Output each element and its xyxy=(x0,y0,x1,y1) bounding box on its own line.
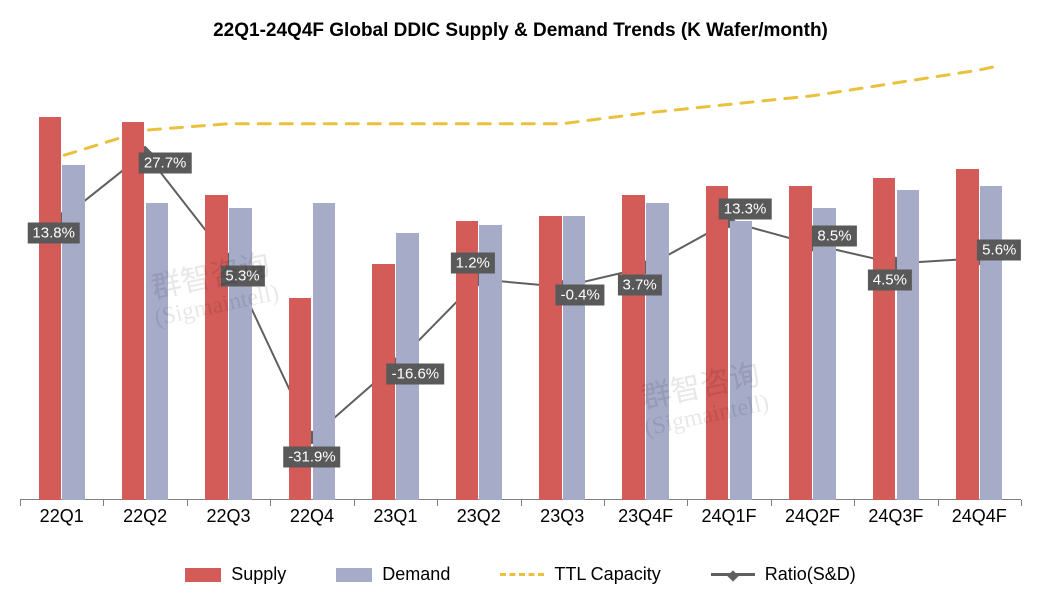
x-tick xyxy=(687,500,688,506)
x-tick xyxy=(604,500,605,506)
chart-container: 22Q1-24Q4F Global DDIC Supply & Demand T… xyxy=(0,0,1041,597)
supply-bar xyxy=(789,186,812,500)
x-label: 24Q4F xyxy=(952,500,1007,527)
ratio-value-label: 8.5% xyxy=(812,226,856,247)
ratio-value-label: 4.5% xyxy=(868,269,912,290)
x-label: 22Q4 xyxy=(290,500,334,527)
chart-title: 22Q1-24Q4F Global DDIC Supply & Demand T… xyxy=(0,20,1041,42)
legend-label: Ratio(S&D) xyxy=(765,564,856,585)
demand-bar xyxy=(229,208,252,500)
x-tick xyxy=(437,500,438,506)
legend: Supply Demand TTL Capacity Ratio(S&D) xyxy=(0,564,1041,585)
legend-label: Supply xyxy=(231,564,286,585)
x-label: 23Q4F xyxy=(618,500,673,527)
legend-item-ratio: Ratio(S&D) xyxy=(711,564,856,585)
x-tick xyxy=(854,500,855,506)
legend-swatch xyxy=(500,573,544,576)
demand-bar xyxy=(980,186,1003,500)
ratio-value-label: -16.6% xyxy=(387,364,445,385)
ttl-capacity-line xyxy=(43,66,997,162)
legend-item-supply: Supply xyxy=(185,564,286,585)
legend-item-ttl_capacity: TTL Capacity xyxy=(500,564,660,585)
plot-area: 22Q122Q222Q322Q423Q123Q223Q323Q4F24Q1F24… xyxy=(20,70,1021,500)
x-tick xyxy=(20,500,21,506)
demand-bar xyxy=(62,165,85,500)
ratio-value-label: 1.2% xyxy=(451,253,495,274)
x-label: 22Q1 xyxy=(40,500,84,527)
x-tick xyxy=(187,500,188,506)
ratio-value-label: -0.4% xyxy=(556,284,605,305)
x-tick xyxy=(270,500,271,506)
demand-bar xyxy=(813,208,836,500)
demand-bar xyxy=(146,203,169,500)
demand-bar xyxy=(897,190,920,500)
ratio-line xyxy=(62,153,980,438)
supply-bar xyxy=(956,169,979,500)
legend-swatch xyxy=(336,568,372,582)
supply-bar xyxy=(622,195,645,500)
supply-bar xyxy=(205,195,228,500)
legend-label: TTL Capacity xyxy=(554,564,660,585)
legend-swatch xyxy=(185,568,221,582)
x-label: 23Q2 xyxy=(457,500,501,527)
x-label: 24Q3F xyxy=(868,500,923,527)
x-tick xyxy=(354,500,355,506)
x-tick xyxy=(521,500,522,506)
legend-label: Demand xyxy=(382,564,450,585)
demand-bar xyxy=(730,221,753,501)
ratio-value-label: -31.9% xyxy=(283,447,341,468)
x-label: 23Q1 xyxy=(373,500,417,527)
demand-bar xyxy=(563,216,586,500)
supply-bar xyxy=(873,178,896,501)
x-tick xyxy=(103,500,104,506)
ratio-value-label: 3.7% xyxy=(618,275,662,296)
x-tick xyxy=(771,500,772,506)
x-label: 24Q1F xyxy=(702,500,757,527)
ratio-value-label: 5.6% xyxy=(977,240,1021,261)
x-tick xyxy=(938,500,939,506)
legend-item-demand: Demand xyxy=(336,564,450,585)
supply-bar xyxy=(39,117,62,500)
x-label: 24Q2F xyxy=(785,500,840,527)
ratio-value-label: 27.7% xyxy=(139,152,192,173)
x-label: 22Q3 xyxy=(207,500,251,527)
x-label: 23Q3 xyxy=(540,500,584,527)
x-label: 22Q2 xyxy=(123,500,167,527)
ratio-value-label: 5.3% xyxy=(220,265,264,286)
ratio-value-label: 13.8% xyxy=(27,223,80,244)
legend-swatch xyxy=(711,573,755,576)
x-tick xyxy=(1021,500,1022,506)
demand-bar xyxy=(646,203,669,500)
supply-bar xyxy=(706,186,729,500)
ratio-value-label: 13.3% xyxy=(719,199,772,220)
supply-bar xyxy=(289,298,312,500)
supply-bar xyxy=(122,122,145,500)
supply-bar xyxy=(539,216,562,500)
